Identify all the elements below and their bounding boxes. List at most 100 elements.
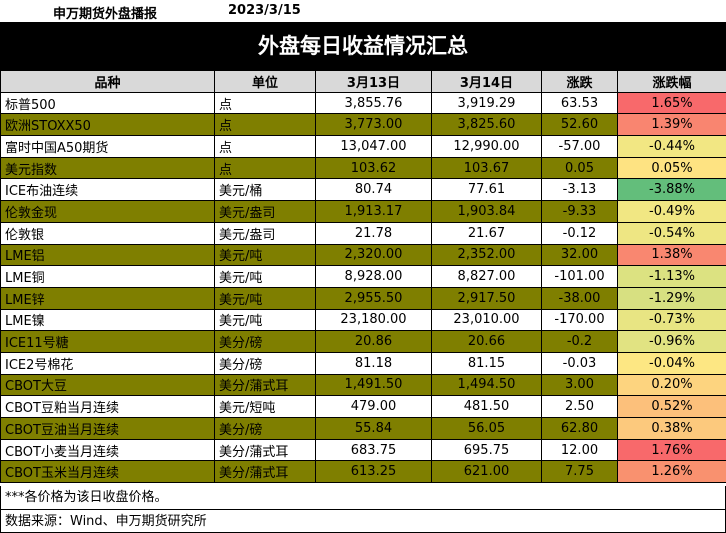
cell-mar13: 479.00	[315, 395, 432, 418]
cell-unit: 美元/吨	[214, 243, 316, 267]
table-row: 标普500 点 3,855.76 3,919.29 63.53 1.65%	[0, 91, 726, 115]
table-row: LME铝 美元/吨 2,320.00 2,352.00 32.00 1.38%	[0, 243, 726, 267]
cell-mar13: 2,955.50	[315, 286, 432, 310]
table-row: CBOT豆粕当月连续 美元/短吨 479.00 481.50 2.50 0.52%	[0, 395, 726, 418]
col-header-unit: 单位	[214, 70, 316, 93]
cell-variety: ICE11号糖	[0, 330, 215, 353]
cell-variety: CBOT大豆	[0, 373, 215, 397]
table-row: CBOT玉米当月连续 美分/蒲式耳 613.25 621.00 7.75 1.26%	[0, 460, 726, 484]
cell-mar14: 2,917.50	[431, 286, 542, 310]
cell-unit: 美分/蒲式耳	[214, 460, 316, 484]
col-header-mar14: 3月14日	[431, 70, 542, 93]
table-row: LME铜 美元/吨 8,928.00 8,827.00 -101.00 -1.13%	[0, 265, 726, 288]
table-row: CBOT大豆 美分/蒲式耳 1,491.50 1,494.50 3.00 0.20%	[0, 373, 726, 397]
cell-mar13: 21.78	[315, 221, 432, 245]
cell-change-pct: -0.73%	[617, 308, 726, 332]
cell-change-pct: -0.96%	[617, 330, 726, 353]
cell-change-pct: -0.44%	[617, 135, 726, 158]
cell-mar13: 3,773.00	[315, 113, 432, 137]
cell-change: -9.33	[541, 200, 618, 223]
cell-unit: 美分/磅	[214, 351, 316, 375]
cell-change: 52.60	[541, 113, 618, 137]
cell-variety: CBOT小麦当月连续	[0, 438, 215, 462]
cell-change-pct: 1.76%	[617, 438, 726, 462]
report-date: 2023/3/15	[228, 3, 301, 18]
cell-mar14: 21.67	[431, 221, 542, 245]
cell-change-pct: -0.49%	[617, 200, 726, 223]
cell-variety: 标普500	[0, 91, 215, 115]
cell-change-pct: 0.05%	[617, 156, 726, 180]
cell-change-pct: 0.52%	[617, 395, 726, 418]
table-body: 标普500 点 3,855.76 3,919.29 63.53 1.65% 欧洲STOXX5…	[0, 91, 726, 484]
cell-unit: 美元/盎司	[214, 200, 316, 223]
cell-unit: 美分/蒲式耳	[214, 373, 316, 397]
data-source: 数据来源：Wind、申万期货研究所	[0, 510, 726, 533]
cell-variety: CBOT玉米当月连续	[0, 460, 215, 484]
col-header-change: 涨跌	[541, 70, 618, 93]
cell-change: 12.00	[541, 438, 618, 462]
cell-change-pct: 1.65%	[617, 91, 726, 115]
cell-unit: 美分/蒲式耳	[214, 438, 316, 462]
cell-unit: 点	[214, 135, 316, 158]
cell-mar14: 621.00	[431, 460, 542, 484]
cell-mar14: 2,352.00	[431, 243, 542, 267]
cell-change: -0.12	[541, 221, 618, 245]
report-name: 申万期货外盘播报	[53, 7, 158, 22]
cell-mar13: 20.86	[315, 330, 432, 353]
cell-mar14: 103.67	[431, 156, 542, 180]
cell-unit: 点	[214, 113, 316, 137]
table-row: ICE11号糖 美分/磅 20.86 20.66 -0.2 -0.96%	[0, 330, 726, 353]
cell-change: 2.50	[541, 395, 618, 418]
cell-mar14: 56.05	[431, 417, 542, 440]
cell-change-pct: 1.26%	[617, 460, 726, 484]
cell-change: -101.00	[541, 265, 618, 288]
cell-mar13: 23,180.00	[315, 308, 432, 332]
cell-unit: 美元/短吨	[214, 395, 316, 418]
cell-mar14: 20.66	[431, 330, 542, 353]
col-header-change-pct: 涨跌幅	[617, 70, 726, 93]
cell-variety: ICE布油连续	[0, 178, 215, 202]
table-row: 富时中国A50期货点 13,047.00 12,990.00 -57.00 -0.44%	[0, 135, 726, 158]
cell-mar14: 695.75	[431, 438, 542, 462]
cell-mar13: 13,047.00	[315, 135, 432, 158]
cell-mar14: 1,903.84	[431, 200, 542, 223]
cell-variety: ICE2号棉花	[0, 351, 215, 375]
table-row: ICE2号棉花 美分/磅 81.18 81.15 -0.03 -0.04%	[0, 351, 726, 375]
cell-unit: 美分/磅	[214, 330, 316, 353]
cell-change: -170.00	[541, 308, 618, 332]
cell-mar13: 1,913.17	[315, 200, 432, 223]
cell-mar14: 8,827.00	[431, 265, 542, 288]
cell-mar13: 80.74	[315, 178, 432, 202]
cell-variety: 伦敦银	[0, 221, 215, 245]
cell-change-pct: -0.04%	[617, 351, 726, 375]
cell-change-pct: 0.38%	[617, 417, 726, 440]
cell-mar14: 481.50	[431, 395, 542, 418]
cell-variety: CBOT豆油当月连续	[0, 417, 215, 440]
cell-unit: 美元/吨	[214, 286, 316, 310]
cell-change: -3.13	[541, 178, 618, 202]
cell-mar14: 77.61	[431, 178, 542, 202]
cell-mar13: 103.62	[315, 156, 432, 180]
price-note: ***各价格为该日收盘价格。	[0, 486, 726, 510]
table-row: 伦敦金现 美元/盎司 1,913.17 1,903.84 -9.33 -0.49%	[0, 200, 726, 223]
cell-change: 32.00	[541, 243, 618, 267]
table-title: 外盘每日收益情况汇总	[0, 22, 726, 70]
cell-variety: 美元指数	[0, 156, 215, 180]
table-row: 欧洲STOXX50 点 3,773.00 3,825.60 52.60 1.39%	[0, 113, 726, 137]
cell-mar13: 1,491.50	[315, 373, 432, 397]
cell-mar14: 3,919.29	[431, 91, 542, 115]
cell-variety: LME镍	[0, 308, 215, 332]
table-row: 伦敦银 美元/盎司 21.78 21.67 -0.12 -0.54%	[0, 221, 726, 245]
cell-change: -0.03	[541, 351, 618, 375]
cell-unit: 美元/吨	[214, 265, 316, 288]
cell-mar13: 683.75	[315, 438, 432, 462]
table-row: CBOT豆油当月连续 美分/磅 55.84 56.05 62.80 0.38%	[0, 417, 726, 440]
cell-change: 62.80	[541, 417, 618, 440]
table-row: LME镍 美元/吨 23,180.00 23,010.00 -170.00 -0.73%	[0, 308, 726, 332]
col-header-variety: 品种	[0, 70, 215, 93]
table-row: 美元指数点 103.62 103.67 0.05 0.05%	[0, 156, 726, 180]
cell-mar14: 1,494.50	[431, 373, 542, 397]
table-row: ICE布油连续 美元/桶 80.74 77.61 -3.13 -3.88%	[0, 178, 726, 202]
cell-unit: 美元/桶	[214, 178, 316, 202]
cell-mar14: 12,990.00	[431, 135, 542, 158]
